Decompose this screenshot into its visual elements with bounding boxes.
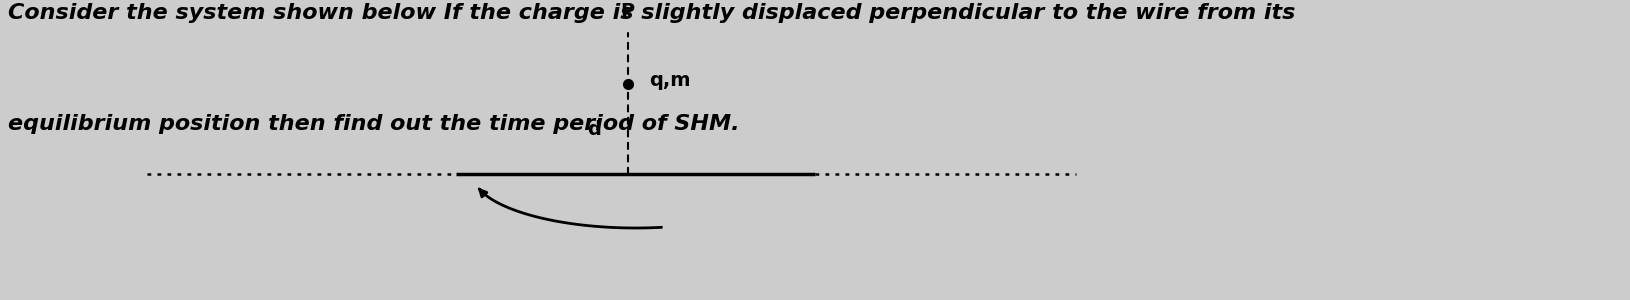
Text: P: P [621, 2, 634, 21]
Text: equilibrium position then find out the time period of SHM.: equilibrium position then find out the t… [8, 114, 740, 134]
Text: d: d [587, 119, 601, 139]
Text: q,m: q,m [649, 71, 689, 91]
Text: Consider the system shown below If the charge is slightly displaced perpendicula: Consider the system shown below If the c… [8, 3, 1296, 23]
